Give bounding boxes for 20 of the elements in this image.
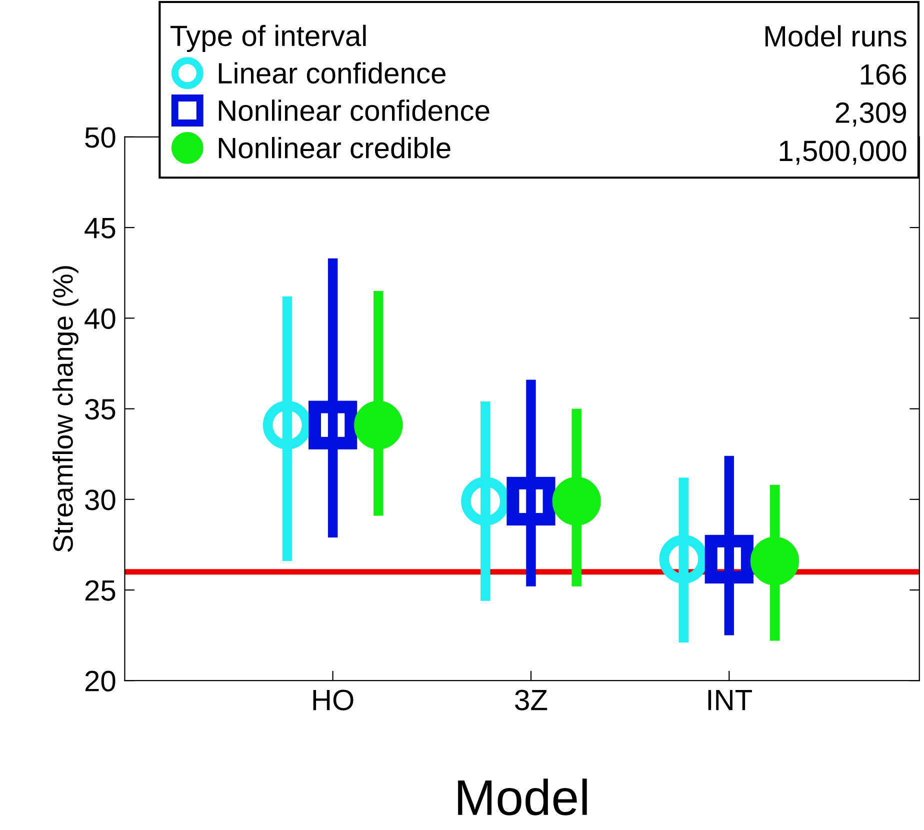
y-tick-label: 35	[85, 398, 116, 420]
x-tick-label: INT	[708, 690, 752, 710]
text: 166	[860, 64, 906, 85]
y-tick-label: 25	[85, 580, 116, 601]
x-tick-label: HO	[313, 690, 354, 710]
text: 2,309	[836, 102, 906, 126]
legend-title: Type of interval	[170, 24, 366, 52]
x-axis-title: Model	[458, 778, 587, 816]
y-axis-title: Streamflow change (%)	[52, 266, 78, 552]
y-tick-label: 50	[85, 127, 116, 148]
x-tick-label: 3Z	[515, 690, 548, 710]
y-tick-label: 30	[85, 490, 116, 510]
text: Model runs	[765, 25, 906, 47]
annotation: 1,500,000	[780, 140, 906, 165]
y-tick-label: 20	[85, 670, 116, 692]
legend-label: Linear confidence	[218, 62, 446, 84]
legend-label: Nonlinear confidence	[218, 100, 490, 122]
legend-label: Nonlinear credible	[218, 136, 450, 158]
y-tick-label: 40	[84, 308, 116, 330]
y-tick-label: 45	[84, 218, 116, 238]
